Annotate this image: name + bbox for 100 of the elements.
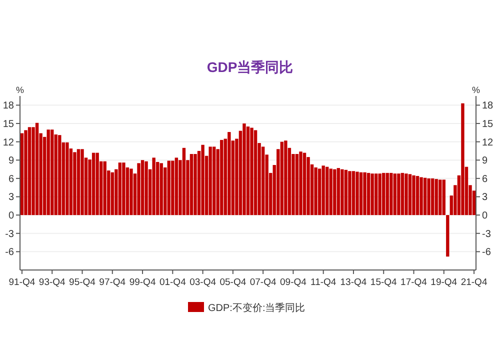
bar	[160, 163, 163, 216]
bar	[366, 172, 370, 216]
bar	[302, 152, 306, 216]
bar	[322, 166, 325, 216]
bar	[446, 215, 450, 257]
bar	[438, 180, 442, 216]
bar	[280, 142, 284, 216]
x-tick-label: 03-Q4	[190, 277, 216, 288]
bar	[208, 146, 212, 216]
x-tick-label: 97-Q4	[99, 277, 126, 288]
x-tick-label: 17-Q4	[400, 277, 427, 288]
bar	[46, 130, 50, 216]
x-tick-label: 05-Q4	[220, 277, 246, 288]
bar	[190, 154, 194, 216]
bar	[356, 172, 359, 216]
bar	[32, 127, 35, 216]
y-tick-label: 18	[2, 100, 14, 112]
bar	[382, 172, 386, 216]
bar	[103, 161, 106, 216]
bar	[201, 144, 204, 216]
bar	[416, 176, 420, 216]
x-tick-label: 15-Q4	[370, 277, 397, 288]
bar	[220, 140, 224, 216]
bar	[174, 158, 178, 216]
x-tick-label: 09-Q4	[280, 277, 306, 288]
bar	[250, 128, 254, 216]
bar	[333, 169, 336, 216]
bar	[110, 172, 114, 216]
x-tick-label: 13-Q4	[340, 277, 367, 288]
bar	[20, 133, 24, 216]
x-tick-label: 99-Q4	[129, 277, 156, 288]
bar	[50, 130, 54, 216]
bar	[423, 178, 427, 216]
bar	[96, 152, 99, 216]
bar	[167, 160, 170, 216]
y2-tick-label: -3	[482, 228, 492, 240]
bar	[400, 172, 404, 216]
bar	[58, 135, 62, 216]
bar	[76, 149, 80, 216]
y2-tick-label: 0	[482, 210, 488, 222]
bar	[194, 154, 197, 216]
y2-tick-label: 12	[482, 137, 494, 148]
bar	[363, 172, 366, 216]
bar	[359, 172, 363, 216]
x-tick-label: 95-Q4	[69, 277, 96, 288]
bar	[352, 171, 356, 216]
y-tick-label: 9	[8, 156, 14, 167]
bar	[318, 168, 322, 216]
bar	[306, 157, 310, 216]
x-tick-label: 11-Q4	[310, 277, 336, 288]
bar	[228, 132, 231, 216]
bar	[393, 174, 397, 216]
bar	[427, 178, 430, 216]
bar	[390, 172, 393, 216]
bar	[442, 180, 446, 216]
bar	[35, 122, 39, 216]
y2-tick-label: 3	[482, 192, 488, 204]
bar	[182, 148, 186, 216]
y-tick-label: -3	[5, 228, 14, 240]
bar	[137, 163, 140, 216]
bar	[404, 174, 408, 216]
bar	[152, 158, 156, 216]
bar	[246, 126, 250, 216]
y2-tick-label: 15	[482, 118, 494, 130]
bar	[284, 140, 288, 216]
chart-title: GDP当季同比	[206, 59, 294, 75]
bar	[412, 175, 416, 216]
bar	[434, 179, 438, 216]
bar	[340, 169, 344, 216]
bar	[386, 172, 389, 216]
bar	[295, 154, 299, 216]
y2-tick-label: 6	[482, 174, 488, 185]
bar	[374, 174, 378, 216]
bar	[130, 168, 133, 216]
x-tick-label: 21-Q4	[460, 277, 488, 288]
x-tick-label: 07-Q4	[250, 277, 276, 288]
y-tick-label: 15	[2, 118, 14, 130]
bar	[212, 146, 216, 216]
y2-tick-label: 9	[482, 156, 488, 167]
y-axis-title: %	[16, 85, 24, 95]
y-tick-label: 3	[8, 192, 14, 204]
bar	[336, 168, 340, 216]
bar	[66, 142, 69, 216]
x-tick-label: 19-Q4	[430, 277, 458, 288]
bar	[430, 178, 434, 216]
bar	[344, 170, 348, 216]
y-tick-label: 12	[2, 137, 14, 148]
bar	[370, 174, 374, 216]
bar	[144, 161, 148, 216]
bar	[73, 152, 76, 216]
bar	[461, 103, 464, 216]
bar	[171, 160, 174, 216]
x-tick-label: 91-Q4	[8, 277, 36, 288]
bar	[92, 152, 96, 216]
y2-tick-label: 18	[482, 100, 494, 112]
bar	[80, 149, 84, 216]
bar	[156, 162, 160, 216]
x-tick-label: 01-Q4	[159, 277, 186, 288]
bar	[329, 168, 332, 216]
bar	[420, 177, 423, 216]
